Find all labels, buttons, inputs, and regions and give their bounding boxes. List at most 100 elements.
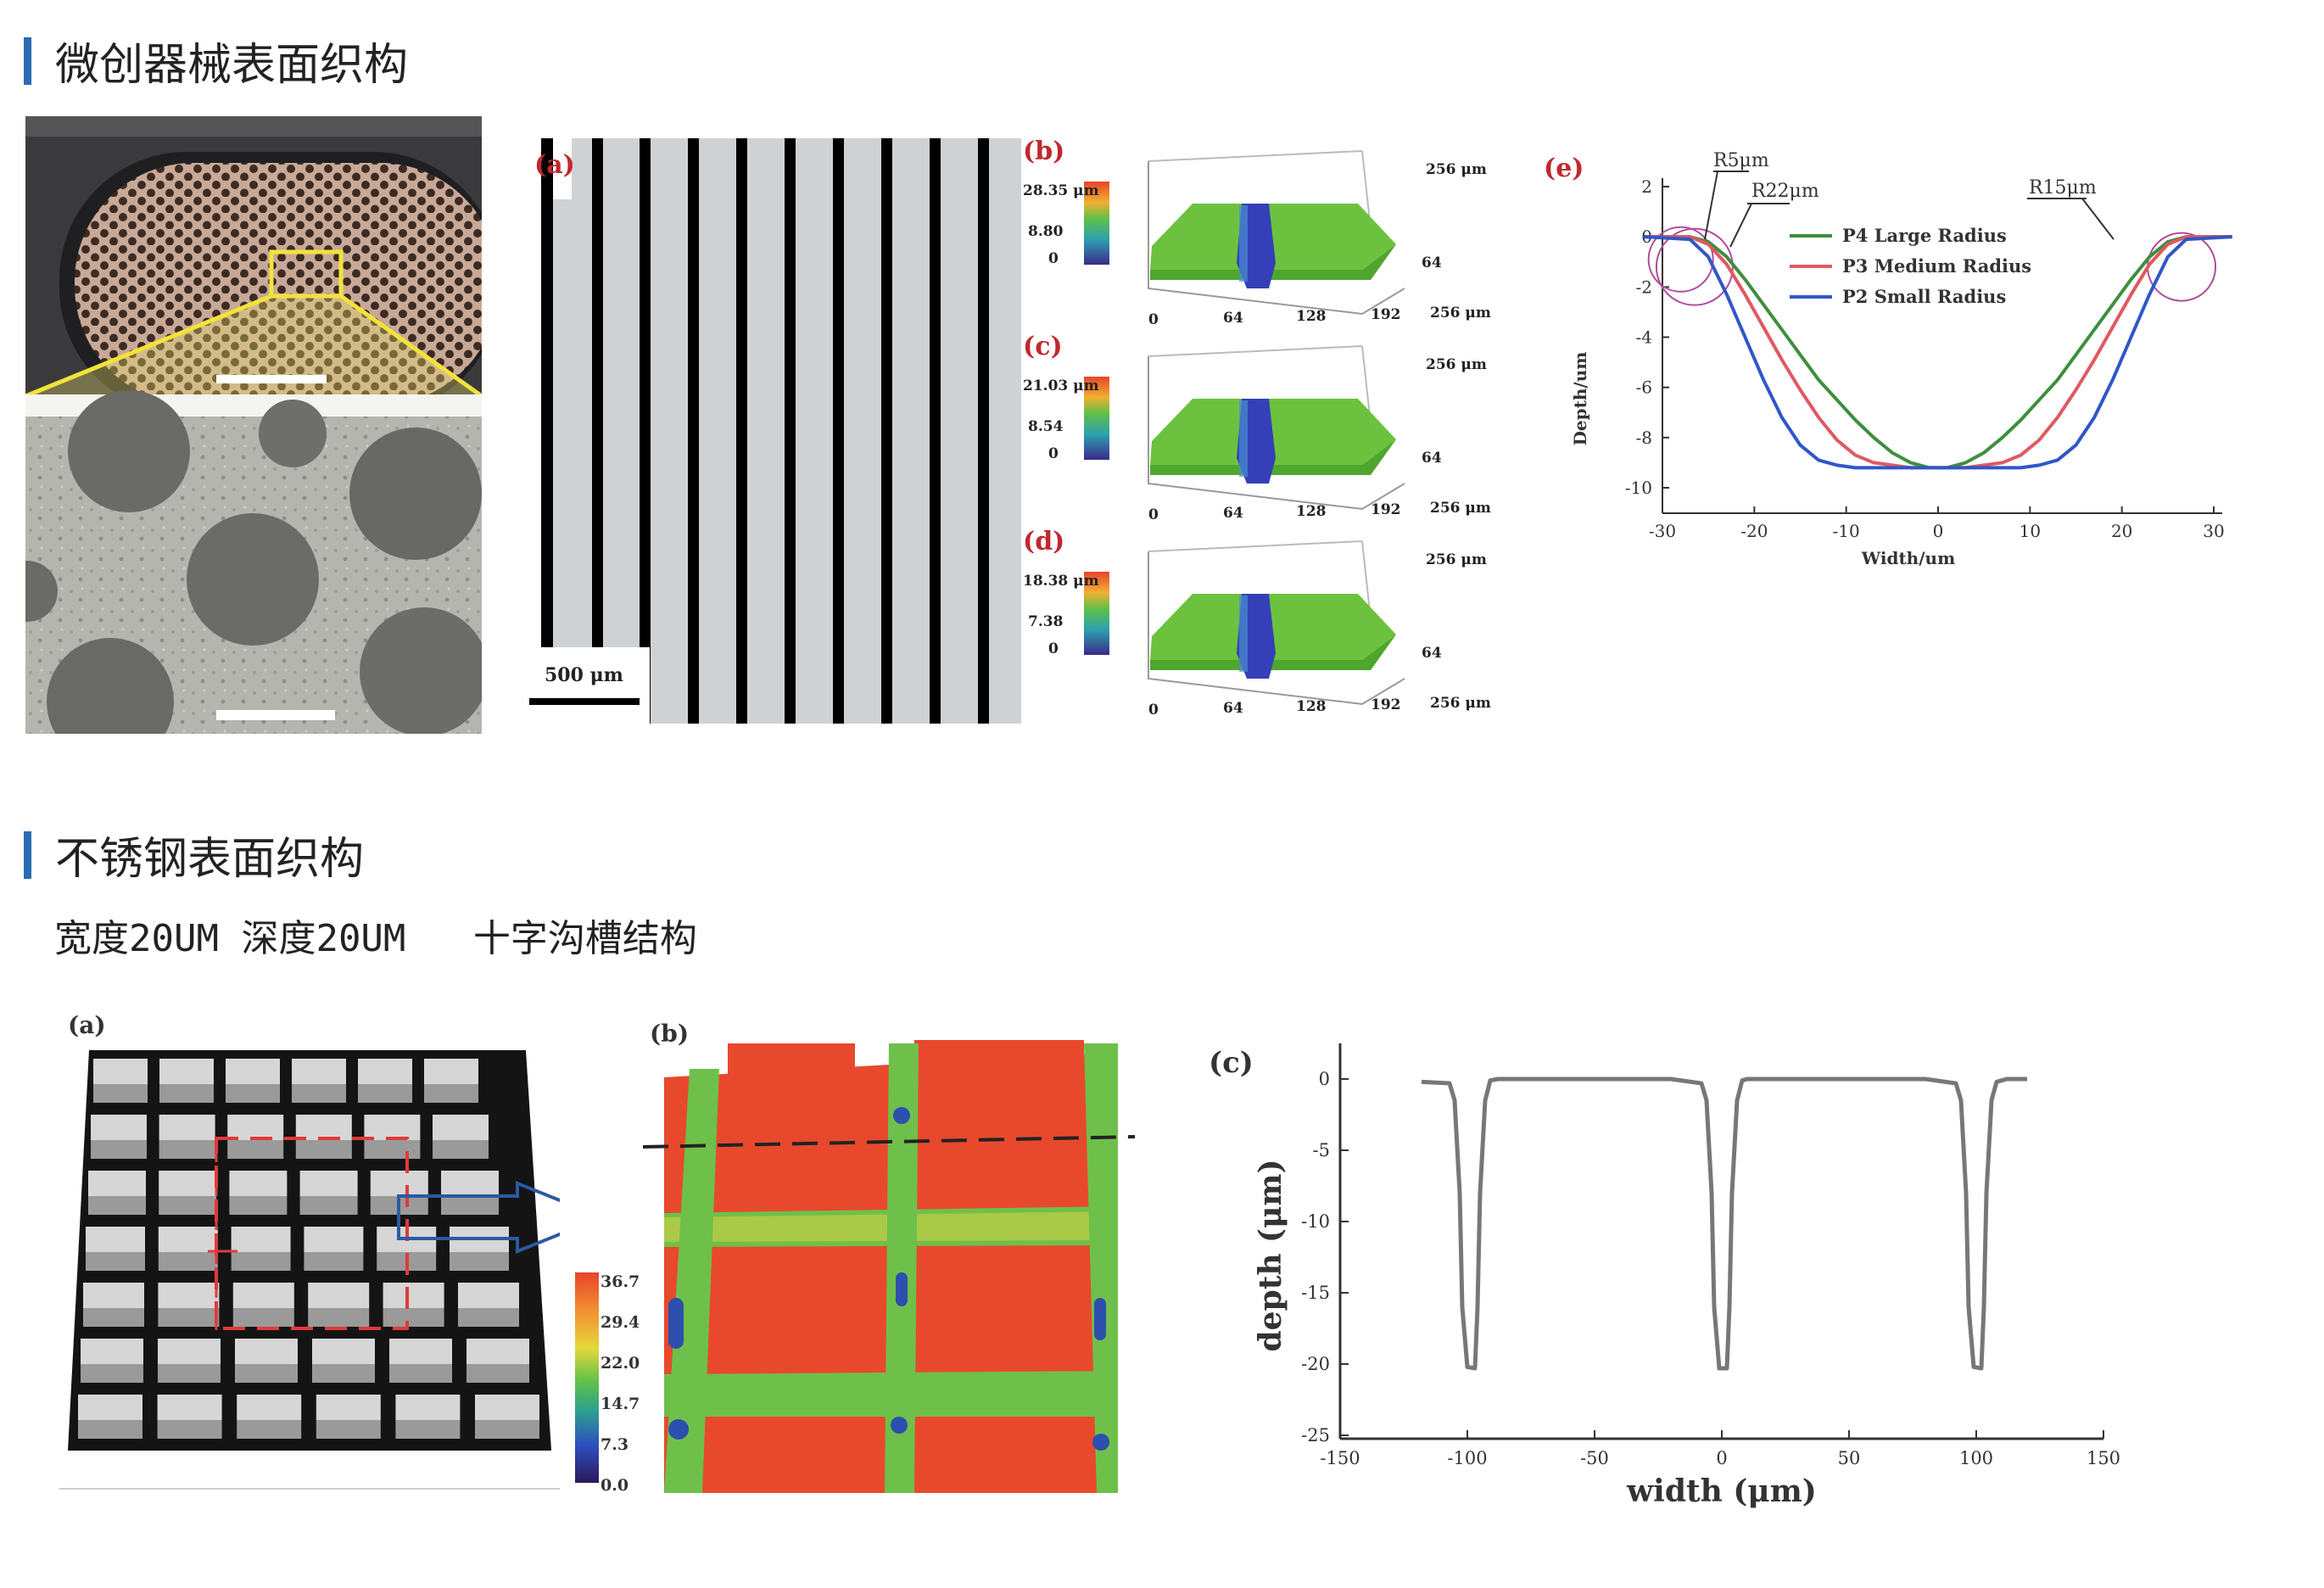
- pillar-top: [458, 1283, 519, 1308]
- colorbar-gradient: [575, 1272, 599, 1483]
- x-tick-label: 0: [1716, 1448, 1727, 1468]
- pillar-top: [364, 1115, 421, 1140]
- x-axis-tick-label: 0: [1148, 506, 1159, 523]
- section-title-text: 不锈钢表面织构: [55, 834, 365, 885]
- chart-panel-label: (c): [1209, 1046, 1254, 1080]
- pillar-side: [159, 1140, 215, 1159]
- panel-a-label: (a): [534, 150, 575, 180]
- pillar-side: [83, 1308, 144, 1327]
- colorbar-zero-label: 0: [1048, 445, 1059, 462]
- colorbar-mid-label: 8.54: [1028, 418, 1064, 435]
- pillar-top: [159, 1059, 214, 1084]
- annotation-leader: [1729, 203, 1752, 248]
- x-axis-tick-label: 0: [1148, 702, 1159, 719]
- pillar-side: [158, 1252, 218, 1271]
- instrument-photo-graphic: [25, 116, 482, 734]
- pillar-top: [158, 1283, 220, 1308]
- y-axis-end-label: 256 μm: [1426, 356, 1487, 373]
- pillar-side: [231, 1252, 291, 1271]
- pillar-top: [308, 1283, 370, 1308]
- x-tick-label: -50: [1580, 1448, 1609, 1468]
- pillar-array-panel: (a): [59, 1009, 607, 1493]
- surface-axis-frame: [1148, 161, 1405, 316]
- pillar-side: [316, 1420, 381, 1439]
- surface-plot: (b) 28.35 μm 8.80 0 256 μm 64 0 64 128 192 256 μm: [1023, 137, 1491, 328]
- pillar-top: [237, 1395, 302, 1420]
- y-axis-end-label: 256 μm: [1426, 161, 1487, 178]
- x-axis-tick-label: 256 μm: [1430, 305, 1491, 322]
- pillar-top: [231, 1227, 291, 1252]
- section-subtitle: 宽度20UM 深度20UM 十字沟槽结构: [54, 917, 697, 960]
- pillar-side: [157, 1420, 222, 1439]
- pillar-top: [158, 1339, 221, 1364]
- surface-plot: (d) 18.38 μm 7.38 0 256 μm 64 0 64 128 192 256 μm: [1023, 527, 1491, 719]
- groove-profile-chart: 2 0 -2 -4 -6 -8 -10 -30 -20 -10 0 10 20 30 Width/um Dep…: [1544, 144, 2239, 721]
- pillar-top: [157, 1395, 222, 1420]
- pillar-top: [441, 1171, 499, 1196]
- y-tick-label: 0: [1319, 1069, 1330, 1089]
- x-axis-title: width (μm): [1626, 1473, 1817, 1509]
- pillar-top: [229, 1171, 288, 1196]
- pillar-side: [466, 1364, 529, 1383]
- y-tick-label: -10: [1301, 1211, 1330, 1232]
- surface-axis-frame: [1148, 551, 1405, 706]
- surface-colormap-panel: (b): [642, 1018, 1136, 1493]
- x-tick-label: 100: [1959, 1448, 1993, 1468]
- pillar-top: [78, 1395, 142, 1420]
- surface-panel-b: (b) 28.35 μm 8.80 0 256 μm 64 0 64 128 192 256 μm: [1023, 136, 1549, 331]
- x-axis-tick-label: 256 μm: [1430, 500, 1491, 517]
- series-line: [1421, 1076, 2027, 1371]
- y-axis-mid-label: 64: [1422, 450, 1442, 467]
- fig2-panel-a-label: (a): [68, 1011, 106, 1039]
- colorbar-tick-label: 7.3: [601, 1435, 629, 1454]
- pillar-side: [433, 1140, 489, 1159]
- pillar-top: [383, 1283, 444, 1308]
- y-tick-label: 2: [1641, 176, 1652, 197]
- legend-label: P3 Medium Radius: [1842, 255, 2031, 277]
- pillar-side: [358, 1084, 412, 1103]
- x-tick-label: 30: [2203, 521, 2224, 541]
- pillar-top: [358, 1059, 412, 1084]
- title-accent-bar: [24, 36, 31, 85]
- x-axis-tick-label: 128: [1296, 308, 1327, 325]
- x-axis-tick-label: 0: [1148, 311, 1159, 328]
- x-tick-label: -10: [1833, 521, 1860, 541]
- y-axis-mid-label: 64: [1422, 645, 1442, 662]
- fig2-panel-b-label: (b): [650, 1020, 690, 1048]
- colorbar-zero-label: 0: [1048, 250, 1059, 267]
- pillar-side: [159, 1196, 217, 1215]
- x-axis-tick-label: 256 μm: [1430, 695, 1491, 712]
- surface-plateau: [1150, 204, 1396, 270]
- pillar-side: [441, 1196, 499, 1215]
- pillar-top: [232, 1283, 294, 1308]
- surface-colorbar: [1084, 182, 1109, 265]
- pillar-side: [312, 1364, 375, 1383]
- groove-micrograph: [521, 138, 1021, 724]
- pillar-side: [93, 1084, 148, 1103]
- surface-panel-c: (c) 21.03 μm 8.54 0 256 μm 64 0 64 128 192 256 μm: [1023, 331, 1549, 526]
- pillar-side: [159, 1084, 214, 1103]
- pillar-side: [389, 1364, 452, 1383]
- pillar-side: [383, 1308, 444, 1327]
- depth-colorbar: 36.7 29.4 22.0 14.7 7.3 0.0: [575, 1272, 651, 1495]
- pillar-top: [159, 1171, 217, 1196]
- pillar-top: [235, 1339, 298, 1364]
- pillar-top: [389, 1339, 452, 1364]
- pillar-top: [466, 1339, 529, 1364]
- surface-axis-back: [1148, 150, 1363, 162]
- pillar-side: [158, 1308, 220, 1327]
- pillar-side: [78, 1420, 142, 1439]
- y-axis-mid-label: 64: [1422, 254, 1442, 271]
- x-axis-tick-label: 128: [1296, 503, 1327, 520]
- pillar-side: [235, 1364, 298, 1383]
- pillar-side: [395, 1420, 461, 1439]
- surface-colorbar: [1084, 377, 1109, 460]
- pillar-top: [395, 1395, 461, 1420]
- pillar-side: [450, 1252, 509, 1271]
- x-axis-tick-label: 192: [1371, 306, 1401, 323]
- x-axis-tick-label: 128: [1296, 698, 1327, 715]
- annotation-leader: [2081, 198, 2115, 240]
- pillar-top: [83, 1283, 144, 1308]
- surface-edge: [1150, 635, 1396, 670]
- pillar-top: [295, 1115, 352, 1140]
